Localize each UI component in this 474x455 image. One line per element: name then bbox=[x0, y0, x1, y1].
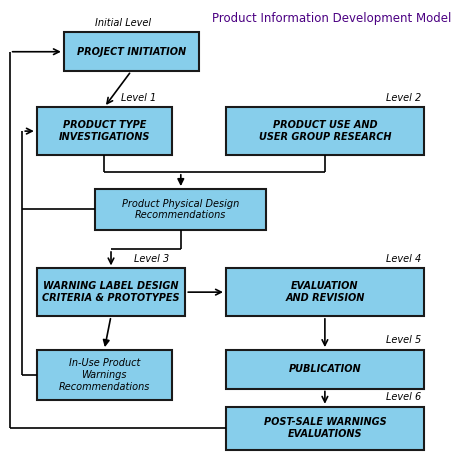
FancyBboxPatch shape bbox=[36, 350, 172, 400]
Text: Product Information Development Model: Product Information Development Model bbox=[212, 12, 451, 25]
Text: PRODUCT TYPE
INVESTIGATIONS: PRODUCT TYPE INVESTIGATIONS bbox=[59, 120, 150, 142]
Text: POST-SALE WARNINGS
EVALUATIONS: POST-SALE WARNINGS EVALUATIONS bbox=[264, 417, 386, 439]
Text: Level 3: Level 3 bbox=[134, 254, 170, 264]
FancyBboxPatch shape bbox=[36, 268, 185, 316]
Text: PROJECT INITIATION: PROJECT INITIATION bbox=[77, 47, 186, 57]
Text: Level 5: Level 5 bbox=[386, 335, 422, 345]
Text: Initial Level: Initial Level bbox=[95, 18, 152, 28]
Text: In-Use Product
Warnings
Recommendations: In-Use Product Warnings Recommendations bbox=[59, 359, 150, 391]
Text: Level 1: Level 1 bbox=[121, 93, 156, 103]
Text: Level 4: Level 4 bbox=[386, 254, 422, 264]
FancyBboxPatch shape bbox=[226, 350, 424, 389]
Text: EVALUATION
AND REVISION: EVALUATION AND REVISION bbox=[285, 281, 365, 303]
Text: WARNING LABEL DESIGN
CRITERIA & PROTOTYPES: WARNING LABEL DESIGN CRITERIA & PROTOTYP… bbox=[42, 281, 180, 303]
FancyBboxPatch shape bbox=[64, 32, 199, 71]
Text: Level 6: Level 6 bbox=[386, 392, 422, 402]
FancyBboxPatch shape bbox=[36, 107, 172, 155]
FancyBboxPatch shape bbox=[226, 268, 424, 316]
FancyBboxPatch shape bbox=[95, 189, 266, 230]
Text: PUBLICATION: PUBLICATION bbox=[289, 364, 361, 374]
Text: PRODUCT USE AND
USER GROUP RESEARCH: PRODUCT USE AND USER GROUP RESEARCH bbox=[259, 120, 391, 142]
Text: Product Physical Design
Recommendations: Product Physical Design Recommendations bbox=[122, 198, 239, 220]
FancyBboxPatch shape bbox=[226, 107, 424, 155]
Text: Level 2: Level 2 bbox=[386, 93, 422, 103]
FancyBboxPatch shape bbox=[226, 407, 424, 450]
